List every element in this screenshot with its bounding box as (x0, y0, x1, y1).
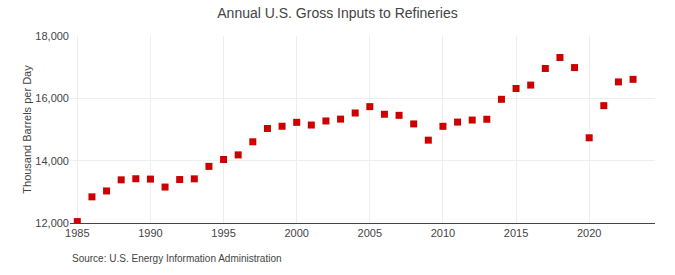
svg-text:1995: 1995 (211, 227, 235, 239)
svg-text:2020: 2020 (577, 227, 601, 239)
svg-text:1985: 1985 (65, 227, 89, 239)
svg-text:16,000: 16,000 (35, 92, 69, 104)
svg-text:2015: 2015 (504, 227, 528, 239)
svg-text:18,000: 18,000 (35, 30, 69, 42)
svg-text:Source: U.S. Energy Informatio: Source: U.S. Energy Information Administ… (72, 253, 282, 264)
svg-text:2010: 2010 (431, 227, 455, 239)
svg-text:Annual U.S. Gross Inputs to Re: Annual U.S. Gross Inputs to Refineries (217, 5, 457, 21)
svg-text:2000: 2000 (284, 227, 308, 239)
svg-text:2005: 2005 (358, 227, 382, 239)
svg-text:12,000: 12,000 (35, 217, 69, 229)
svg-text:Thousand Barrels per Day: Thousand Barrels per Day (21, 65, 33, 194)
svg-text:14,000: 14,000 (35, 155, 69, 167)
svg-text:1990: 1990 (138, 227, 162, 239)
